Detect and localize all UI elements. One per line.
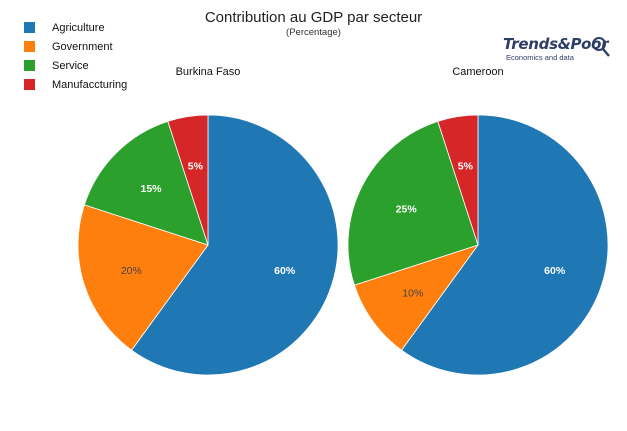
legend-item-government[interactable]: Government [24, 37, 127, 56]
legend-label-agriculture: Agriculture [52, 21, 105, 34]
slice-label-burkina-faso-manufaccturing: 5% [188, 160, 204, 172]
slice-cameroon-manufaccturing[interactable] [437, 114, 479, 246]
slice-label-burkina-faso-agriculture: 60% [274, 265, 296, 277]
legend-label-service: Service [52, 59, 89, 72]
brand-logo: Trends&Poor Economics and data [503, 36, 615, 68]
slice-label-cameroon-agriculture: 60% [544, 265, 566, 277]
slice-label-burkina-faso-service: 15% [140, 183, 162, 195]
magnifier-icon [592, 37, 610, 57]
slice-burkina-faso-agriculture[interactable] [131, 114, 339, 376]
slice-burkina-faso-service[interactable] [83, 120, 209, 246]
slice-cameroon-service[interactable] [347, 120, 479, 286]
pie-title-burkina-faso: Burkina Faso [175, 66, 241, 78]
slice-burkina-faso-government[interactable] [77, 204, 209, 351]
slice-burkina-faso-manufaccturing[interactable] [167, 114, 209, 246]
legend-item-service[interactable]: Service [24, 56, 127, 75]
brand-tagline: Economics and data [506, 53, 574, 62]
legend-label-manufacturing: Manufaccturing [52, 78, 128, 91]
legend: Agriculture Government Service Manufacct… [24, 18, 127, 94]
legend-swatch-government [24, 41, 35, 52]
legend-item-agriculture[interactable]: Agriculture [24, 18, 127, 37]
legend-swatch-service [24, 60, 35, 71]
slice-cameroon-agriculture[interactable] [401, 114, 609, 376]
legend-label-government: Government [52, 40, 113, 53]
legend-swatch-manufacturing [24, 79, 35, 90]
chart-title: Contribution au GDP par secteur [204, 9, 423, 26]
legend-item-manufacturing[interactable]: Manufaccturing [24, 75, 127, 94]
slice-label-burkina-faso-government: 20% [121, 265, 142, 277]
legend-swatch-agriculture [24, 22, 35, 33]
brand-name: Trends&Poor [503, 35, 609, 53]
slice-label-cameroon-service: 25% [396, 203, 418, 215]
pie-title-cameroon: Cameroon [452, 66, 504, 78]
slice-label-cameroon-manufaccturing: 5% [458, 160, 474, 172]
slice-label-cameroon-government: 10% [402, 287, 423, 299]
chart-subtitle: (Percentage) [286, 27, 341, 38]
slice-cameroon-government[interactable] [353, 244, 480, 351]
